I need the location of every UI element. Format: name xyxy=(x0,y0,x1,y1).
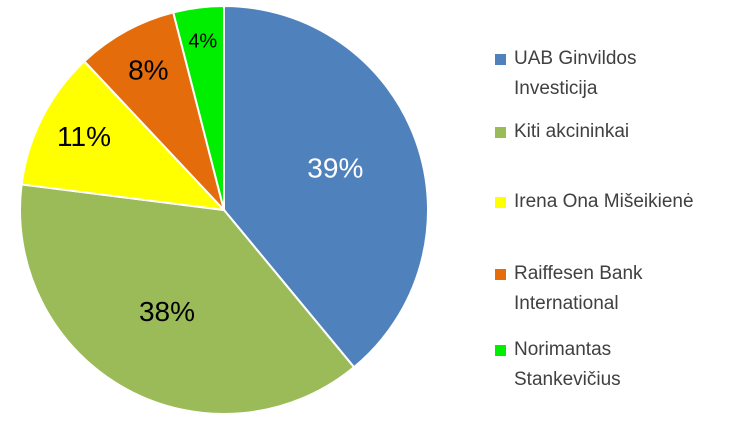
legend-swatch xyxy=(495,127,506,138)
legend-item: Irena Ona Mišeikienė xyxy=(495,187,694,217)
legend-swatch xyxy=(495,197,506,208)
pie-slice xyxy=(19,183,356,415)
legend-label: Kiti akcininkai xyxy=(514,121,630,142)
legend-swatch xyxy=(495,54,506,65)
legend-label: Raiffesen Bank International xyxy=(514,263,643,314)
legend-label: Irena Ona Mišeikienė xyxy=(514,191,694,212)
data-label: 8% xyxy=(128,55,168,86)
data-label: 11% xyxy=(57,121,111,152)
data-label: 39% xyxy=(307,152,363,183)
pie-slice xyxy=(223,4,429,369)
pie-slice xyxy=(20,59,227,212)
legend-swatch xyxy=(495,345,506,356)
data-label: 4% xyxy=(188,30,217,52)
legend-item: Raiffesen Bank International xyxy=(495,259,689,319)
legend-item: Norimantas Stankevičius xyxy=(495,335,689,395)
legend-item: UAB Ginvildos Investicija xyxy=(495,44,689,104)
legend-label: Norimantas Stankevičius xyxy=(514,339,621,390)
legend-label: UAB Ginvildos Investicija xyxy=(514,48,637,99)
legend-swatch xyxy=(495,269,506,280)
legend-item: Kiti akcininkai xyxy=(495,117,689,147)
data-label: 38% xyxy=(139,296,195,327)
pie-slice xyxy=(172,4,225,211)
pie: 39% 38% 11% 8% 4% xyxy=(19,4,429,415)
pie-slice xyxy=(82,11,225,211)
